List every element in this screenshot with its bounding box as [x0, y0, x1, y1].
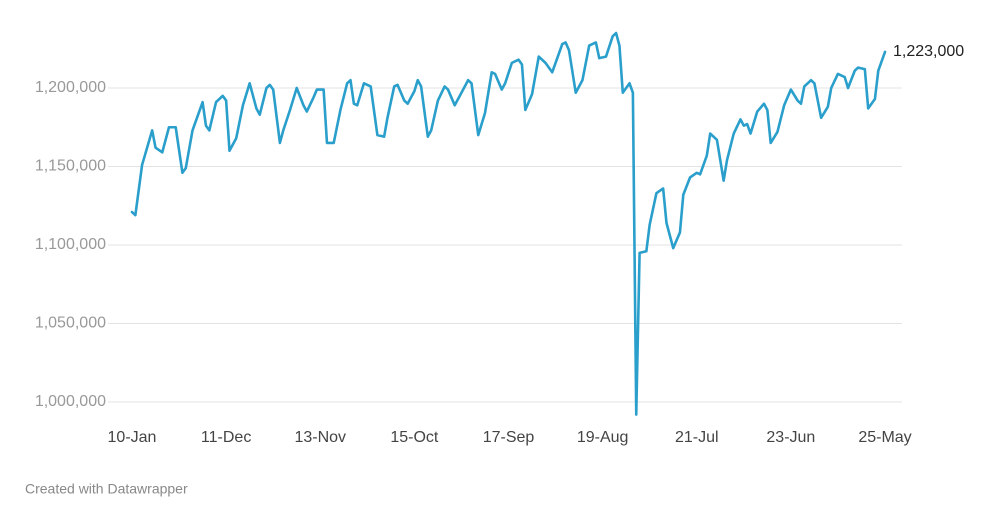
x-tick-label: 21-Jul	[675, 429, 719, 446]
y-tick-label: 1,100,000	[35, 236, 106, 253]
x-tick-label: 15-Oct	[390, 429, 439, 446]
x-tick-label: 23-Jun	[766, 429, 815, 446]
y-tick-label: 1,000,000	[35, 393, 106, 410]
x-tick-label: 13-Nov	[294, 429, 346, 446]
line	[130, 31, 887, 416]
y-tick-label: 1,050,000	[35, 315, 106, 332]
x-tick-label: 19-Aug	[577, 429, 629, 446]
x-tick-label: 17-Sep	[483, 429, 535, 446]
y-tick-label: 1,150,000	[35, 158, 106, 175]
value-label: 1,223,000	[893, 43, 964, 60]
y-tick-label: 1,200,000	[35, 79, 106, 96]
x-tick-label: 10-Jan	[108, 429, 157, 446]
x-tick-label: 11-Dec	[201, 429, 251, 446]
x-tick-label: 25-May	[858, 429, 911, 446]
footer: Created with Datawrapper	[25, 481, 188, 497]
